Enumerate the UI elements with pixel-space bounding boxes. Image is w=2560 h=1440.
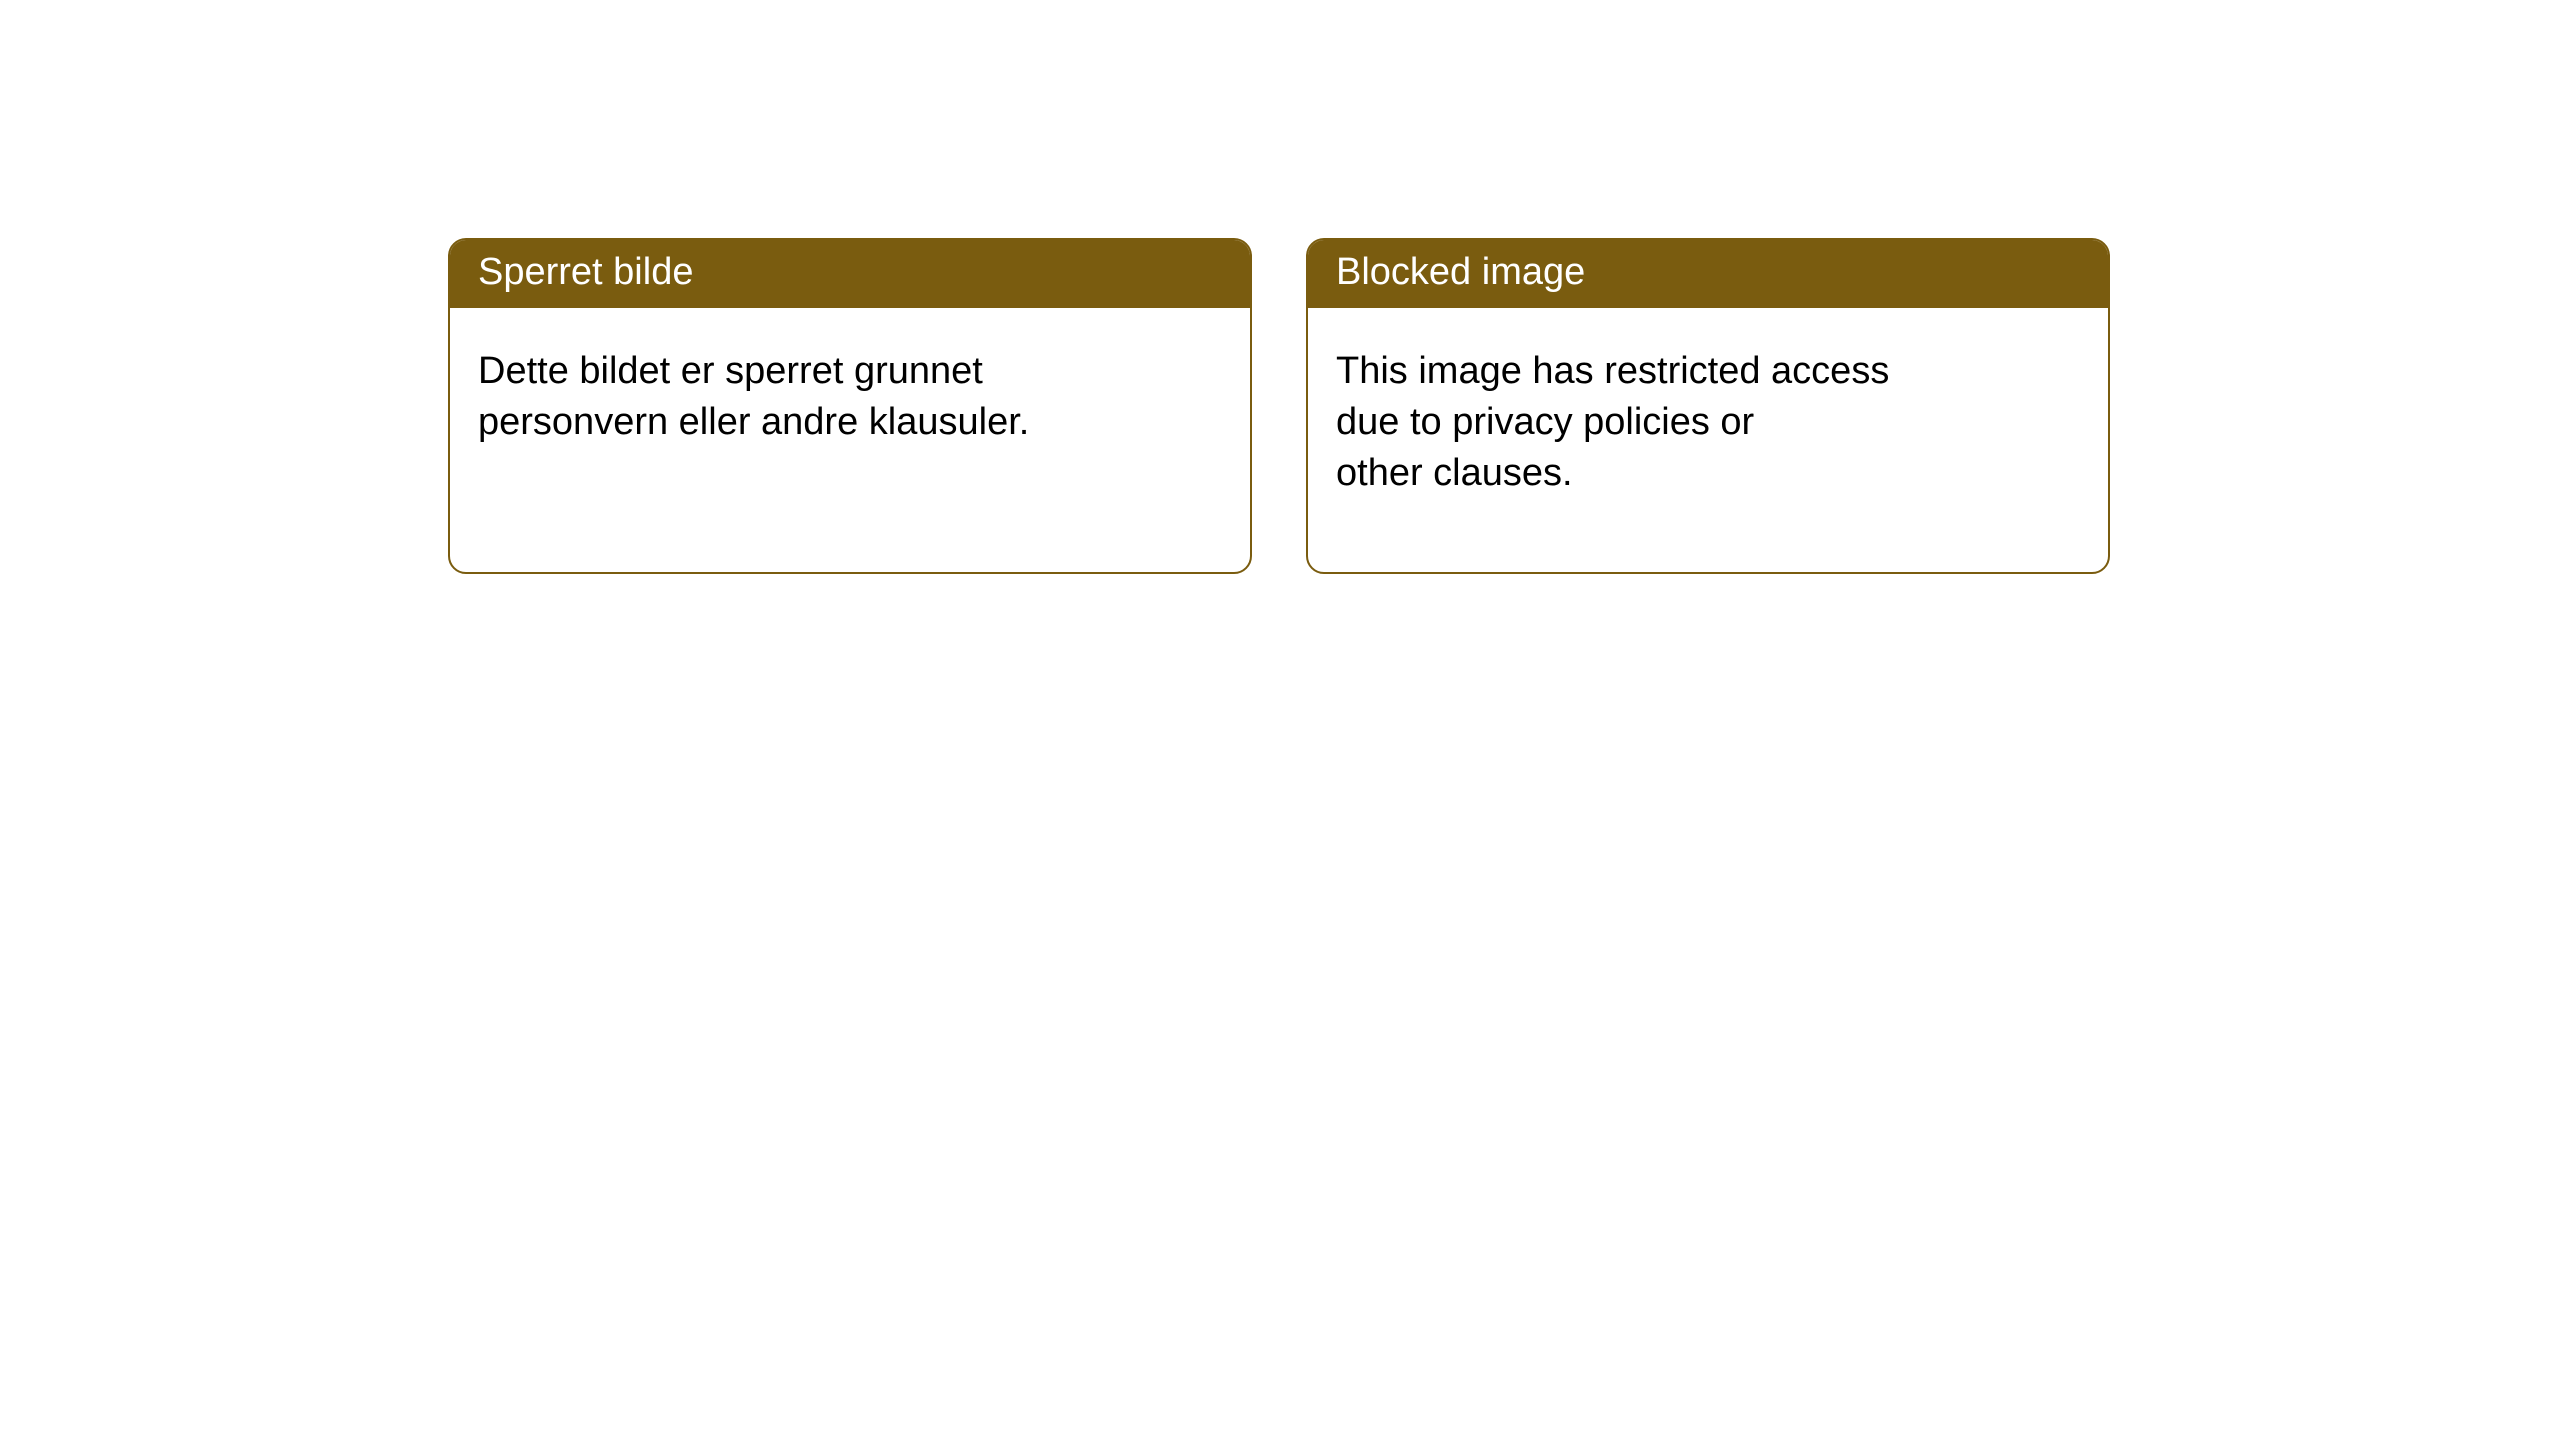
notice-body-english: This image has restricted access due to … (1308, 308, 2108, 538)
notice-header-norwegian: Sperret bilde (450, 240, 1250, 308)
notice-card-norwegian: Sperret bilde Dette bildet er sperret gr… (448, 238, 1252, 574)
notice-header-english: Blocked image (1308, 240, 2108, 308)
notice-body-norwegian: Dette bildet er sperret grunnet personve… (450, 308, 1250, 487)
notice-container: Sperret bilde Dette bildet er sperret gr… (0, 0, 2560, 574)
notice-card-english: Blocked image This image has restricted … (1306, 238, 2110, 574)
